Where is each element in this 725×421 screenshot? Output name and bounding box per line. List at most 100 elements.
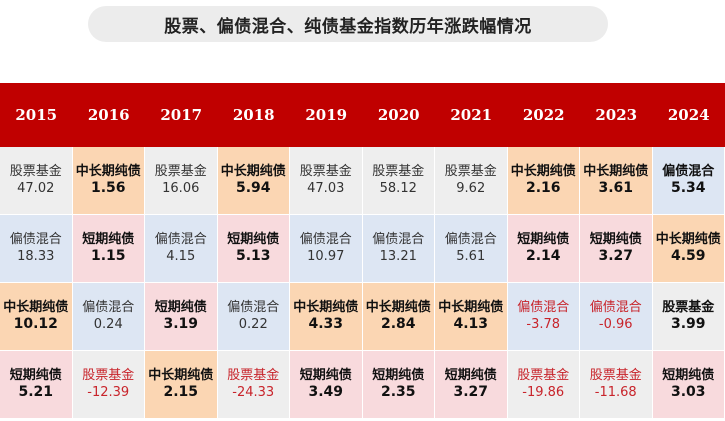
fund-type-label: 股票基金	[517, 368, 570, 384]
fund-type-label: 短期纯债	[589, 231, 642, 247]
return-value: 2.35	[380, 383, 416, 400]
table-cell: 偏债混合 5.61	[435, 215, 508, 283]
year-header-2023: 2023	[580, 83, 653, 147]
table-cell: 中长期纯债 4.59	[652, 215, 725, 283]
return-value: 4.33	[308, 315, 344, 332]
fund-type-label: 短期纯债	[299, 367, 352, 383]
table-cell: 股票基金 9.62	[435, 147, 508, 215]
table-cell: 中长期纯债 2.16	[507, 147, 580, 215]
fund-type-label: 股票基金	[589, 368, 642, 384]
fund-type-label: 短期纯债	[662, 367, 715, 383]
return-value: -19.86	[522, 384, 565, 400]
table-cell: 股票基金 47.03	[290, 147, 363, 215]
table-cell: 中长期纯债 2.84	[362, 283, 435, 351]
fund-type-label: 中长期纯债	[510, 163, 576, 179]
return-value: 3.99	[670, 315, 706, 332]
fund-type-label: 短期纯债	[227, 231, 280, 247]
return-value: -0.96	[598, 316, 633, 332]
return-value: 58.12	[379, 180, 417, 196]
fund-type-label: 偏债混合	[227, 300, 280, 316]
fund-type-label: 偏债混合	[299, 232, 352, 248]
return-value: 5.61	[456, 248, 486, 264]
return-value: 5.94	[235, 179, 271, 196]
fund-type-label: 短期纯债	[82, 231, 135, 247]
year-header-2019: 2019	[290, 83, 363, 147]
table-cell: 股票基金 -24.33	[217, 351, 290, 419]
fund-type-label: 偏债混合	[662, 163, 715, 179]
fund-type-label: 中长期纯债	[583, 163, 649, 179]
fund-type-label: 股票基金	[444, 164, 497, 180]
return-value: 13.21	[379, 248, 417, 264]
return-value: 3.19	[163, 315, 199, 332]
year-header-2024: 2024	[652, 83, 725, 147]
return-value: 3.61	[598, 179, 634, 196]
return-value: 5.21	[18, 383, 54, 400]
table-cell: 偏债混合 5.34	[652, 147, 725, 215]
table-cell: 短期纯债 5.13	[217, 215, 290, 283]
table-cell: 中长期纯债 10.12	[0, 283, 73, 351]
fund-type-label: 短期纯债	[517, 231, 570, 247]
fund-type-label: 股票基金	[662, 299, 715, 315]
table-cell: 股票基金 47.02	[0, 147, 73, 215]
table-cell: 偏债混合 0.22	[217, 283, 290, 351]
year-header-2016: 2016	[72, 83, 145, 147]
table-cell: 股票基金 58.12	[362, 147, 435, 215]
return-value: 18.33	[17, 248, 55, 264]
year-header-2022: 2022	[507, 83, 580, 147]
table-cell: 短期纯债 5.21	[0, 351, 73, 419]
table-cell: 短期纯债 3.49	[290, 351, 363, 419]
return-value: 2.15	[163, 383, 199, 400]
fund-type-label: 短期纯债	[9, 367, 62, 383]
year-header-2020: 2020	[362, 83, 435, 147]
return-value: 47.02	[17, 180, 55, 196]
table-cell: 偏债混合 4.15	[145, 215, 218, 283]
return-value: 0.24	[93, 316, 123, 332]
chart-title: 股票、偏债混合、纯债基金指数历年涨跌幅情况	[88, 6, 608, 42]
table-cell: 中长期纯债 2.15	[145, 351, 218, 419]
return-value: 16.06	[162, 180, 200, 196]
return-value: 5.13	[235, 247, 271, 264]
fund-type-label: 股票基金	[372, 164, 425, 180]
fund-type-label: 中长期纯债	[438, 299, 504, 315]
fund-type-label: 中长期纯债	[293, 299, 359, 315]
table-cell: 中长期纯债 1.56	[72, 147, 145, 215]
fund-type-label: 偏债混合	[589, 300, 642, 316]
table-cell: 偏债混合 -3.78	[507, 283, 580, 351]
year-header-2018: 2018	[217, 83, 290, 147]
return-value: 47.03	[307, 180, 345, 196]
fund-type-label: 偏债混合	[372, 232, 425, 248]
fund-type-label: 偏债混合	[517, 300, 570, 316]
table-cell: 短期纯债 1.15	[72, 215, 145, 283]
year-header-2021: 2021	[435, 83, 508, 147]
fund-type-label: 股票基金	[9, 164, 62, 180]
table-cell: 股票基金 -19.86	[507, 351, 580, 419]
table-cell: 股票基金 16.06	[145, 147, 218, 215]
return-value: 3.03	[670, 383, 706, 400]
return-value: -12.39	[87, 384, 130, 400]
table-cell: 股票基金 -12.39	[72, 351, 145, 419]
table-cell: 偏债混合 10.97	[290, 215, 363, 283]
table-cell: 中长期纯债 5.94	[217, 147, 290, 215]
table-cell: 短期纯债 3.19	[145, 283, 218, 351]
returns-table: 2015 2016 2017 2018 2019 2020 2021 2022 2023 2024…	[0, 83, 725, 419]
fund-type-label: 股票基金	[82, 368, 135, 384]
fund-type-label: 股票基金	[299, 164, 352, 180]
table-cell: 中长期纯债 3.61	[580, 147, 653, 215]
year-header-2017: 2017	[145, 83, 218, 147]
return-value: 10.12	[13, 315, 58, 332]
fund-type-label: 中长期纯债	[75, 163, 141, 179]
fund-type-label: 股票基金	[227, 368, 280, 384]
table-cell: 偏债混合 0.24	[72, 283, 145, 351]
return-value: 10.97	[307, 248, 345, 264]
return-value: 3.27	[453, 383, 489, 400]
fund-type-label: 短期纯债	[154, 299, 207, 315]
fund-type-label: 短期纯债	[372, 367, 425, 383]
table-cell: 偏债混合 18.33	[0, 215, 73, 283]
return-value: 2.84	[380, 315, 416, 332]
return-value: 1.56	[90, 179, 126, 196]
table-cell: 短期纯债 2.35	[362, 351, 435, 419]
return-value: -24.33	[232, 384, 275, 400]
return-value: -3.78	[526, 316, 561, 332]
return-value: -11.68	[594, 384, 637, 400]
return-value: 4.15	[166, 248, 196, 264]
